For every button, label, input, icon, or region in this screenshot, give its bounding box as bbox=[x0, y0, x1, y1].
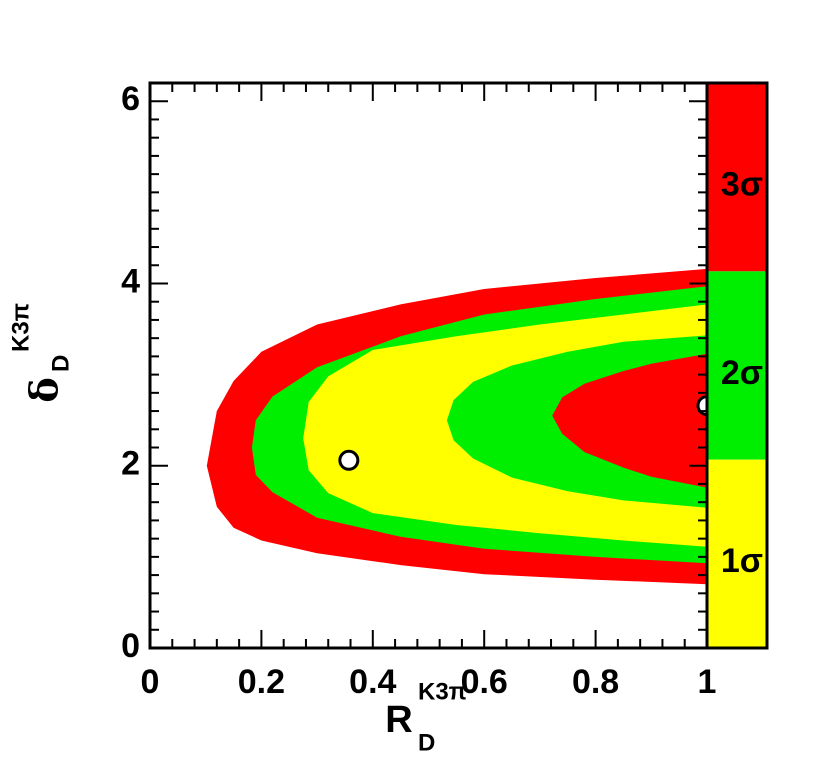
y-label-sub: D bbox=[47, 355, 74, 372]
x-tick-label: 0 bbox=[141, 663, 160, 701]
y-tick-label: 6 bbox=[121, 80, 140, 118]
y-tick-label: 4 bbox=[121, 262, 140, 300]
y-label-sup: K3π bbox=[7, 303, 34, 352]
x-label-sub: D bbox=[418, 729, 435, 756]
colorbar-label: 1σ bbox=[721, 542, 763, 580]
y-label: δ bbox=[22, 377, 67, 402]
colorbar-segment bbox=[707, 83, 767, 272]
y-tick-label: 0 bbox=[121, 627, 140, 665]
contour-region bbox=[552, 353, 707, 488]
colorbar-segment bbox=[707, 271, 767, 460]
x-tick-label: 0.6 bbox=[461, 663, 508, 701]
x-tick-label: 0.2 bbox=[238, 663, 285, 701]
plot-frame bbox=[148, 81, 709, 650]
colorbar-segment bbox=[707, 459, 767, 648]
x-tick-label: 0.4 bbox=[349, 663, 396, 701]
x-label-sup: K3π bbox=[418, 678, 467, 705]
x-label: R bbox=[385, 699, 412, 741]
x-tick-label: 1 bbox=[698, 663, 717, 701]
y-tick-label: 2 bbox=[121, 445, 140, 483]
best-fit-point bbox=[338, 449, 360, 471]
x-tick-label: 0.8 bbox=[572, 663, 619, 701]
colorbar-label: 2σ bbox=[721, 354, 763, 392]
colorbar-label: 3σ bbox=[721, 166, 763, 204]
